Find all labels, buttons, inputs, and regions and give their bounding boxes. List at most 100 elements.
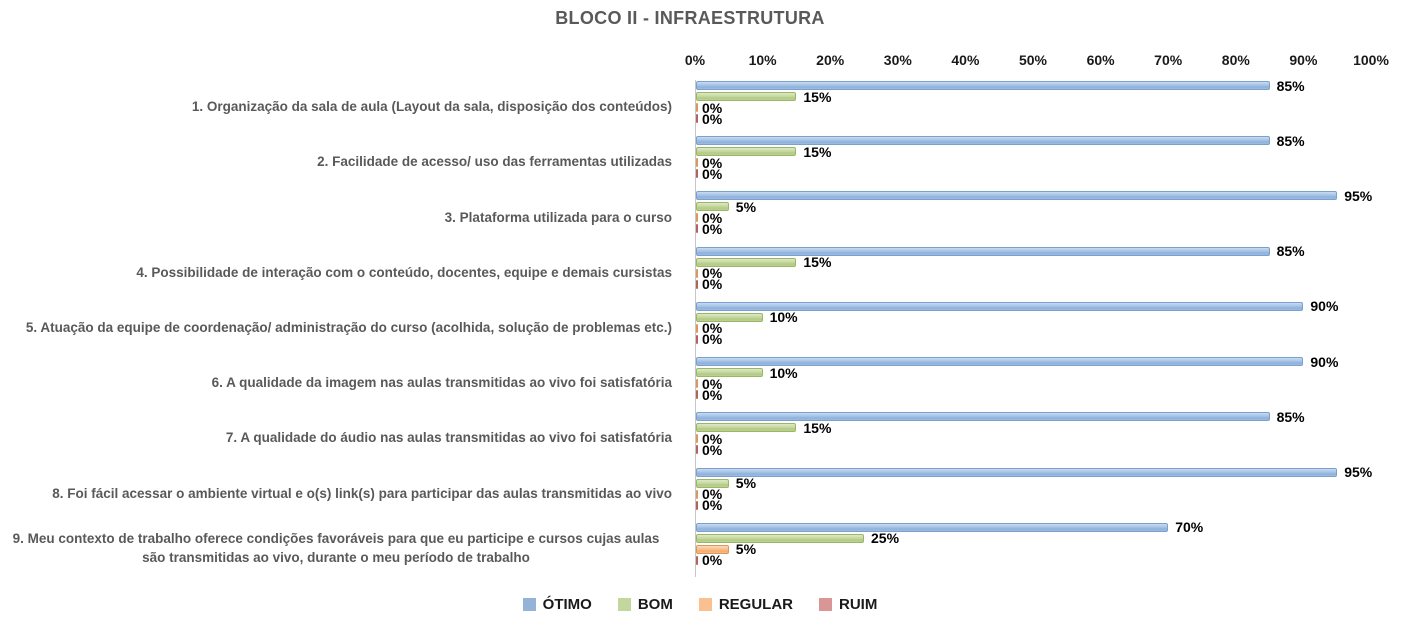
legend-label: REGULAR [718, 596, 793, 613]
value-label: 70% [1175, 519, 1204, 536]
category-band: 85% 15% 0% 0% [696, 243, 1372, 301]
category-band: 70% 25% 5% 0% [696, 519, 1372, 577]
bar-bom [696, 92, 797, 101]
bar-regular [696, 544, 729, 554]
bar-otimo [696, 467, 1338, 477]
bar-otimo [696, 136, 1270, 146]
bar-bom [696, 202, 729, 212]
category-label: 6. A qualidade da imagem nas aulas trans… [211, 375, 672, 391]
value-label: 15% [803, 143, 832, 160]
bar-regular [696, 268, 698, 278]
legend-label: ÓTIMO [542, 596, 592, 613]
category-label-row: 1. Organização da sala de aula (Layout d… [0, 80, 684, 135]
value-label: 10% [769, 309, 798, 326]
category-band: 85% 15% 0% 0% [696, 77, 1372, 135]
bar-ruim [696, 114, 698, 123]
value-label: 0% [702, 165, 723, 182]
category-band: 85% 15% 0% 0% [696, 134, 1372, 190]
legend-swatch-bom [617, 598, 631, 611]
bar-otimo [696, 522, 1169, 532]
category-band: 85% 15% 0% 0% [696, 408, 1372, 466]
bar-regular [696, 213, 698, 223]
category-label: 3. Plataforma utilizada para o curso [444, 209, 672, 225]
bar-regular [696, 103, 698, 112]
bar-otimo [696, 191, 1338, 201]
legend: ÓTIMO BOM REGULAR RUIM [0, 596, 1400, 613]
x-axis-tick-label: 60% [1086, 52, 1115, 68]
legend-item-ruim: RUIM [819, 596, 877, 613]
category-band: 90% 10% 0% 0% [696, 298, 1372, 356]
value-label: 15% [803, 419, 832, 436]
category-label: 4. Possibilidade de interação com o cont… [136, 264, 672, 280]
legend-swatch-ruim [819, 598, 832, 611]
category-label: 9. Meu contexto de trabalho oferece cond… [12, 531, 660, 566]
value-label: 5% [735, 198, 757, 215]
bar-regular [696, 323, 698, 333]
value-label: 5% [735, 541, 757, 558]
x-axis-tick-label: 0% [684, 52, 706, 68]
value-label: 85% [1276, 77, 1305, 94]
legend-swatch-regular [698, 598, 712, 611]
bar-ruim [696, 500, 698, 510]
plot-area: 85% 15% 0% 0% 85% 15% 0% 0% 95% 5% 0% 0% 85% 15% 0% 0% 9… [695, 77, 1373, 577]
bar-bom [696, 147, 797, 157]
x-axis-tick-label: 10% [748, 52, 777, 68]
value-label: 85% [1276, 408, 1305, 425]
chart-title: BLOCO II - INFRAESTRUTURA [555, 8, 825, 28]
legend-label: BOM [637, 596, 673, 613]
category-band: 90% 10% 0% 0% [696, 355, 1372, 411]
legend-item-bom: BOM [617, 596, 673, 613]
value-label: 0% [702, 320, 723, 337]
value-label: 90% [1310, 298, 1339, 315]
bar-bom [696, 257, 797, 267]
category-label: 1. Organização da sala de aula (Layout d… [191, 99, 672, 115]
category-label: 2. Facilidade de acesso/ uso das ferrame… [317, 154, 672, 170]
value-label: 85% [1276, 243, 1305, 260]
bar-ruim [696, 445, 698, 455]
value-label: 15% [803, 88, 832, 105]
bar-ruim [696, 555, 698, 565]
value-label: 5% [735, 475, 757, 492]
bar-ruim [696, 224, 698, 234]
category-band: 95% 5% 0% 0% [696, 465, 1372, 522]
bar-regular [696, 434, 698, 444]
bar-bom [696, 312, 763, 322]
bar-otimo [696, 301, 1304, 311]
category-label: 7. A qualidade do áudio nas aulas transm… [225, 430, 672, 446]
x-axis-tick-label: 90% [1289, 52, 1318, 68]
value-label: 0% [702, 497, 723, 514]
value-label: 0% [702, 430, 723, 447]
x-axis-tick-label: 20% [816, 52, 845, 68]
x-axis-tick-label: 80% [1221, 52, 1250, 68]
category-label-row: 9. Meu contexto de trabalho oferece cond… [0, 522, 684, 577]
category-label-row: 2. Facilidade de acesso/ uso das ferrame… [0, 135, 684, 190]
bar-ruim [696, 390, 698, 400]
legend-item-regular: REGULAR [698, 596, 793, 613]
value-label: 0% [702, 99, 723, 116]
bar-bom [696, 533, 864, 543]
category-label-row: 7. A qualidade do áudio nas aulas transm… [0, 411, 684, 466]
x-axis-tick-label: 70% [1154, 52, 1183, 68]
bar-bom [696, 478, 729, 488]
value-label: 0% [702, 441, 723, 458]
value-label: 0% [702, 154, 723, 171]
bar-otimo [696, 81, 1270, 90]
value-label: 95% [1344, 187, 1373, 204]
value-label: 25% [871, 530, 900, 547]
value-label: 0% [702, 375, 723, 392]
category-label-row: 5. Atuação da equipe de coordenação/ adm… [0, 301, 684, 356]
value-label: 0% [702, 220, 723, 237]
category-label-row: 3. Plataforma utilizada para o curso [0, 190, 684, 245]
value-label: 0% [702, 331, 723, 348]
category-band: 95% 5% 0% 0% [696, 187, 1373, 245]
category-label: 5. Atuação da equipe de coordenação/ adm… [25, 320, 672, 336]
bar-regular [696, 379, 698, 389]
value-label: 0% [702, 209, 723, 226]
category-label: 8. Foi fácil acessar o ambiente virtual … [52, 485, 672, 501]
bar-otimo [696, 357, 1304, 367]
category-label-row: 4. Possibilidade de interação com o cont… [0, 246, 684, 301]
category-axis: 1. Organização da sala de aula (Layout d… [0, 80, 684, 577]
bar-ruim [696, 279, 698, 289]
value-label: 0% [702, 276, 723, 293]
value-label: 0% [702, 265, 723, 282]
